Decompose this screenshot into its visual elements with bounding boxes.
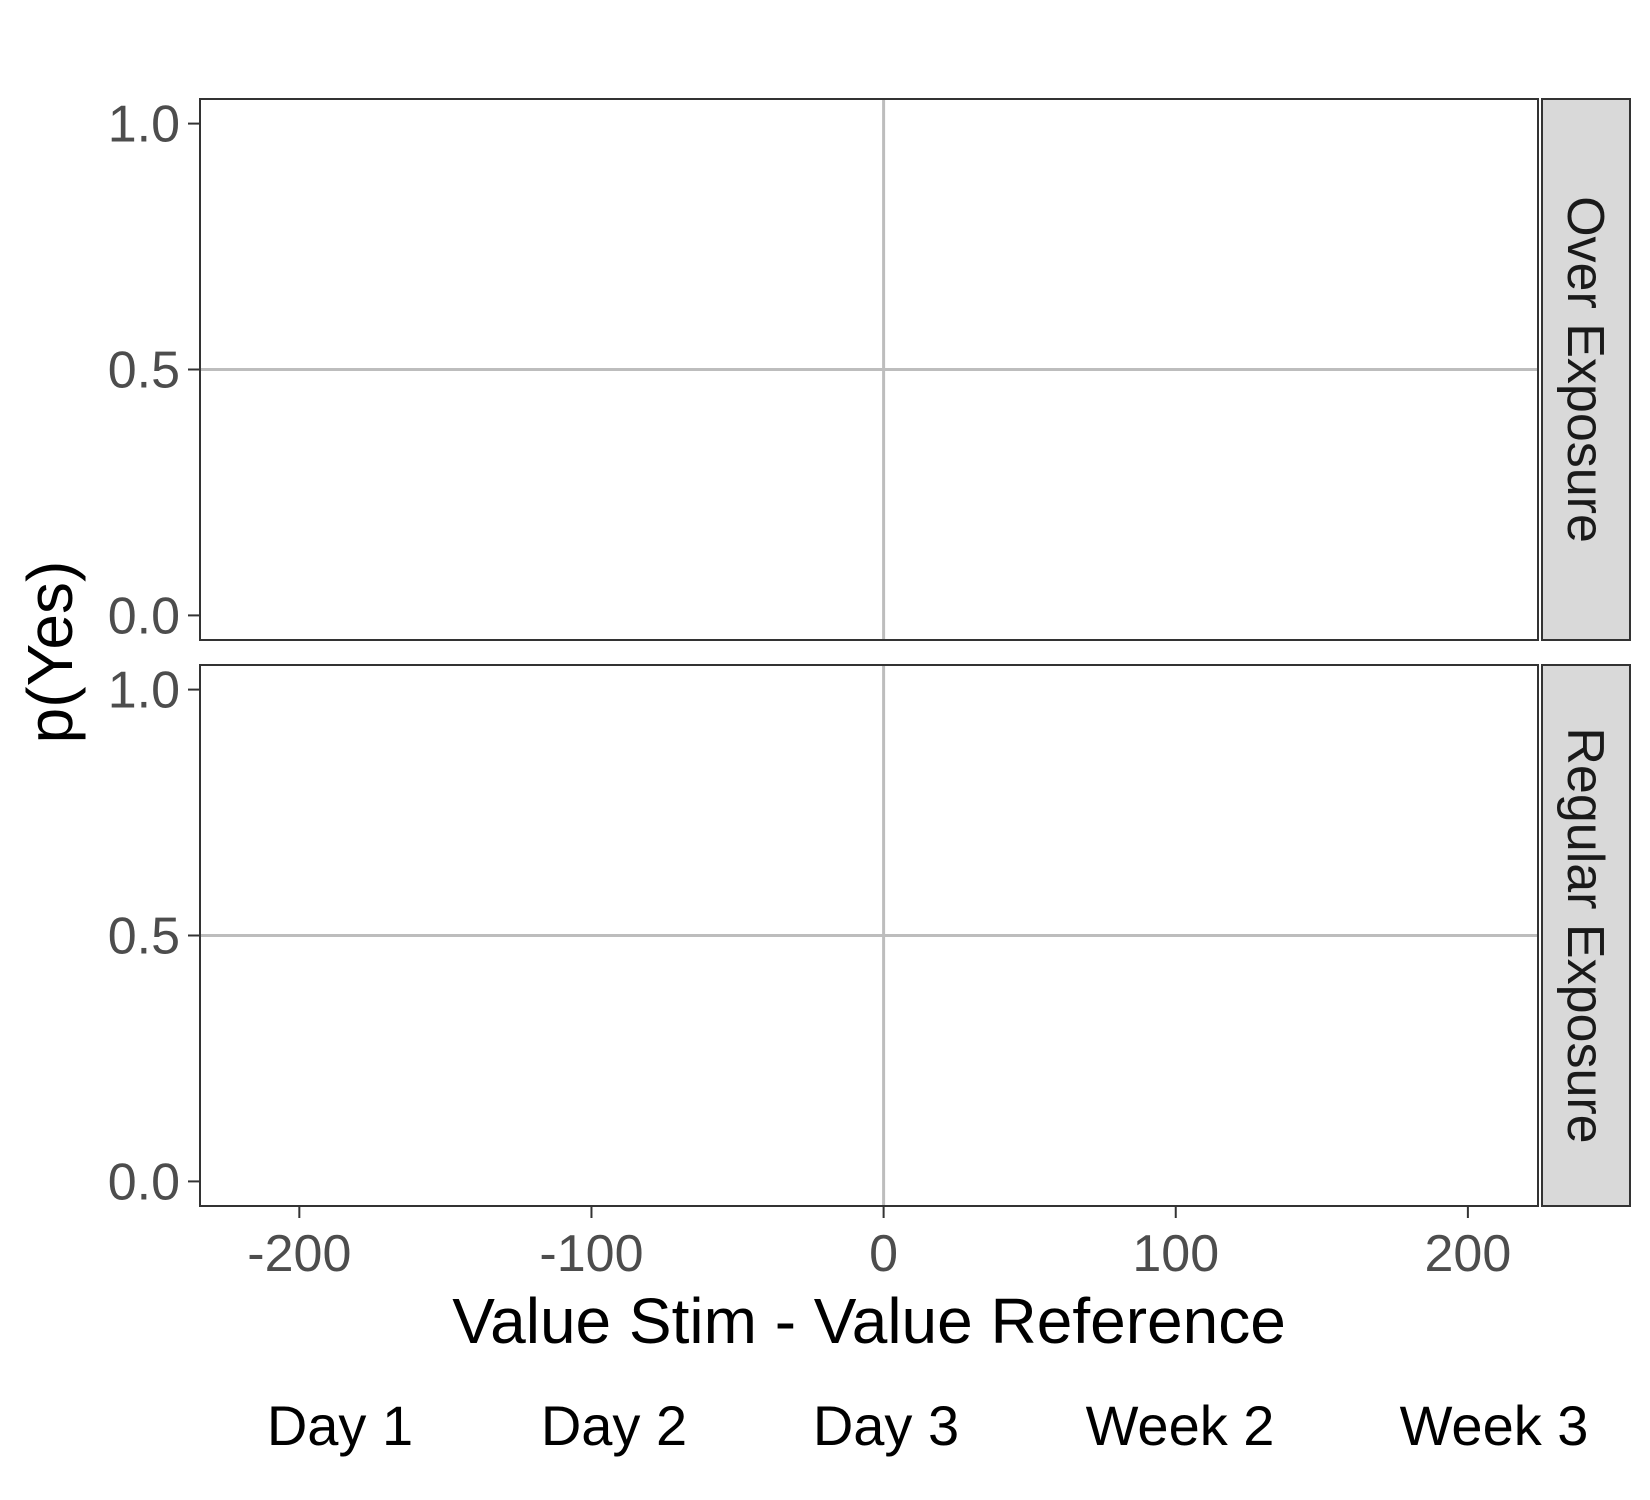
legend-item: Day 3 (813, 1394, 959, 1457)
y-tick-label: 0.0 (108, 587, 180, 645)
x-axis-title: Value Stim - Value Reference (452, 1285, 1286, 1357)
y-tick-label: 0.0 (108, 1153, 180, 1211)
y-axis-title: p(Yes) (14, 561, 86, 744)
legend-item: Day 2 (541, 1394, 687, 1457)
x-tick-label: -200 (247, 1225, 351, 1283)
facet-panel: 0.0 0.5 1.0 Regular Exposure (108, 662, 1631, 1211)
x-tick-label: 100 (1132, 1225, 1219, 1283)
facet-panel: 0.0 0.5 1.0 Over Exposure (108, 96, 1631, 645)
x-tick-label: -100 (539, 1225, 643, 1283)
facet-strip-label: Over Exposure (1556, 196, 1614, 543)
x-tick-label: 200 (1425, 1225, 1512, 1283)
facet-panels: 0.0 0.5 1.0 Over Exposure 0.0 0.5 1.0 Regular E… (108, 96, 1631, 1211)
legend-item: Week 2 (1086, 1394, 1275, 1457)
y-tick-label: 0.5 (108, 342, 180, 400)
y-tick-label: 1.0 (108, 96, 180, 154)
facet-strip (1541, 98, 1631, 641)
facet-strip-label: Regular Exposure (1556, 727, 1614, 1143)
facet-strip (1541, 664, 1631, 1207)
legend: Day 1 Day 2 Day 3 Week 2 Week 3 (267, 1394, 1589, 1457)
y-tick-label: 1.0 (108, 662, 180, 720)
y-tick-label: 0.5 (108, 908, 180, 966)
x-tick-label: 0 (869, 1225, 898, 1283)
legend-item: Day 1 (267, 1394, 413, 1457)
legend-item: Week 3 (1400, 1394, 1589, 1457)
x-axis: -200 -100 0 100 200 (247, 1206, 1511, 1283)
